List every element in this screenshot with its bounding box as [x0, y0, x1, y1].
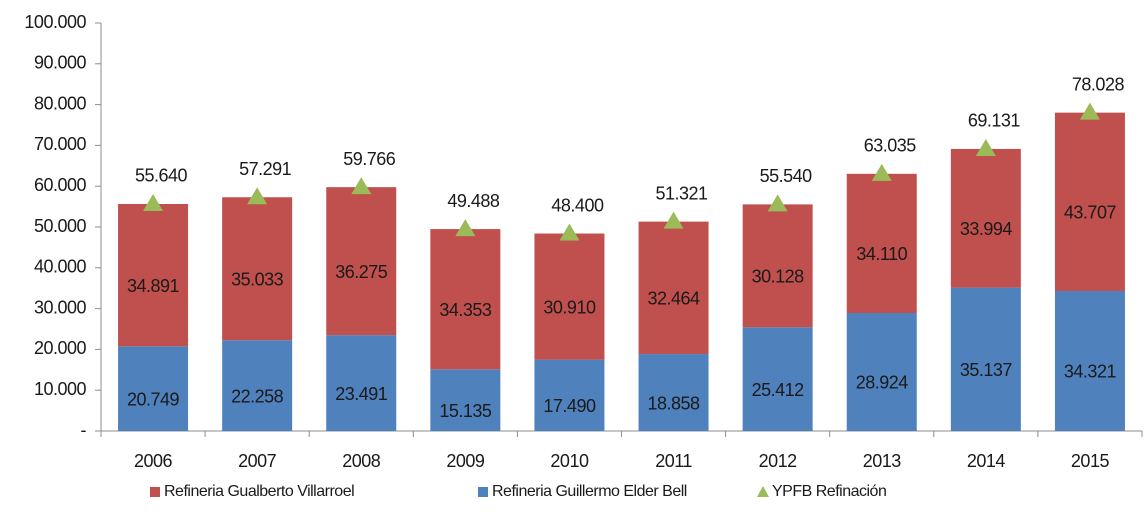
bar-segment [222, 197, 293, 341]
data-label: 57.291 [239, 159, 292, 179]
y-tick-label: 100.000 [24, 12, 86, 32]
y-tick-label: 90.000 [34, 53, 87, 73]
bar-segment [430, 369, 501, 431]
marker [143, 193, 164, 211]
data-label: 32.464 [648, 289, 701, 309]
data-label: 78.028 [1072, 74, 1125, 94]
data-label: 35.137 [960, 360, 1013, 380]
data-label: 43.707 [1064, 203, 1117, 223]
x-tick-label: 2013 [863, 451, 902, 471]
marker [975, 138, 996, 156]
marker [351, 177, 372, 195]
y-tick-label: 70.000 [34, 134, 87, 154]
bar-segment [950, 148, 1021, 288]
data-label: 23.491 [335, 384, 388, 404]
x-tick-label: 2008 [342, 451, 381, 471]
bar-segment [638, 221, 709, 355]
marker [559, 223, 580, 241]
y-tick-label: 10.000 [34, 379, 87, 399]
bar-segment [638, 354, 709, 431]
x-tick-label: 2007 [238, 451, 277, 471]
y-tick-label: 20.000 [34, 338, 87, 358]
data-label: 34.353 [439, 300, 492, 320]
data-label: 49.488 [447, 191, 500, 211]
data-label: 33.994 [960, 219, 1013, 239]
data-label: 18.858 [648, 393, 701, 413]
y-tick-label: 60.000 [34, 175, 87, 195]
marker [1079, 102, 1100, 120]
data-label: 35.033 [231, 269, 284, 289]
bar-segment [1054, 290, 1125, 431]
bar-segment [534, 359, 605, 431]
data-label: 48.400 [551, 195, 604, 215]
marker [455, 219, 476, 237]
legend-swatch [478, 487, 488, 497]
data-label: 30.910 [543, 297, 596, 317]
x-tick-label: 2014 [967, 451, 1006, 471]
y-tick-label: 30.000 [34, 297, 87, 317]
data-label: 34.110 [856, 244, 907, 264]
data-label: 55.640 [135, 166, 188, 186]
data-label: 63.035 [864, 136, 917, 156]
bar-segment [950, 287, 1021, 431]
data-label: 20.749 [127, 389, 180, 409]
data-label: 30.128 [752, 267, 805, 287]
x-tick-label: 2009 [446, 451, 485, 471]
legend-label: Refineria Guillermo Elder Bell [492, 483, 687, 500]
bar-segment [846, 312, 917, 431]
bar-segment [742, 327, 813, 431]
bar-segment [326, 187, 397, 336]
marker [767, 194, 788, 212]
data-label: 17.490 [543, 396, 596, 416]
bar-segment [846, 173, 917, 313]
marker [871, 163, 892, 181]
legend-label: YPFB Refinación [772, 483, 886, 500]
data-label: 59.766 [343, 149, 396, 169]
bar-segment [326, 335, 397, 431]
data-label: 36.275 [335, 262, 388, 282]
y-tick-label: 50.000 [34, 216, 87, 236]
x-tick-label: 2010 [550, 451, 589, 471]
x-tick-label: 2012 [759, 451, 798, 471]
x-tick-label: 2006 [134, 451, 173, 471]
bar-segment [742, 204, 813, 328]
x-tick-label: 2015 [1071, 451, 1110, 471]
data-label: 22.258 [231, 386, 284, 406]
data-label: 51.321 [656, 183, 709, 203]
data-label: 34.321 [1064, 362, 1117, 382]
bar-segment [118, 203, 189, 347]
y-tick-label: 80.000 [34, 93, 87, 113]
x-tick-label: 2011 [655, 451, 692, 471]
data-label: 34.891 [127, 276, 180, 296]
y-tick-label: 40.000 [34, 257, 87, 277]
bar-segment [222, 340, 293, 431]
data-label: 28.924 [856, 373, 909, 393]
bar-segment [1054, 112, 1125, 291]
marker [663, 211, 684, 229]
data-label: 15.135 [439, 401, 492, 421]
legend-marker [757, 486, 769, 497]
marker [247, 187, 268, 205]
data-label: 69.131 [968, 111, 1021, 131]
bar-segment [534, 233, 605, 360]
legend-swatch [150, 487, 160, 497]
bar-segment [430, 229, 501, 370]
data-label: 55.540 [760, 166, 813, 186]
y-tick-label: - [81, 420, 87, 440]
legend-label: Refineria Gualberto Villarroel [164, 483, 354, 500]
data-label: 25.412 [752, 380, 805, 400]
bar-segment [118, 346, 189, 431]
